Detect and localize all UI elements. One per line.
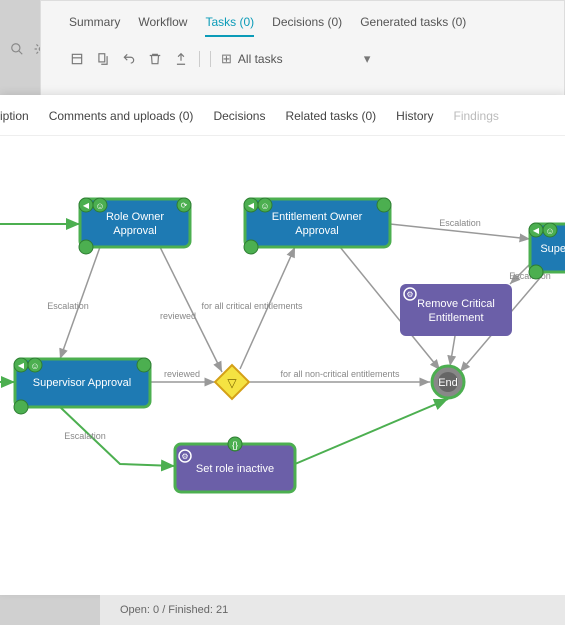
svg-text:Entitlement: Entitlement — [428, 312, 483, 324]
node-supervisor-approval[interactable]: Supervisor Approval ◀ ☺ — [14, 358, 151, 414]
label-reviewed-1: reviewed — [160, 311, 196, 321]
gateway-diamond[interactable]: ▽ — [215, 365, 249, 399]
edge-inactive-end — [295, 399, 448, 464]
background-toolbar: ⊞ All tasks ▾ — [41, 45, 564, 73]
tasks-filter-dropdown[interactable]: ⊞ All tasks ▾ — [210, 51, 370, 67]
background-tabs: Summary Workflow Tasks (0) Decisions (0)… — [41, 1, 564, 45]
label-reviewed-2: reviewed — [164, 369, 200, 379]
toolbar-separator — [199, 51, 200, 67]
svg-text:☺: ☺ — [260, 201, 269, 211]
svg-text:◀: ◀ — [83, 201, 90, 210]
node-entitlement-owner-approval[interactable]: Entitlement Owner Approval ◀ ☺ — [244, 198, 391, 254]
tab-decisions[interactable]: Decisions (0) — [272, 15, 342, 37]
label-escalation-1: Escalation — [47, 301, 89, 311]
tab-summary[interactable]: Summary — [69, 15, 120, 37]
foreground-panel: iption Comments and uploads (0) Decision… — [0, 95, 565, 595]
chevron-down-icon: ▾ — [364, 51, 371, 67]
grid-icon: ⊞ — [221, 51, 232, 67]
svg-text:◀: ◀ — [533, 226, 540, 235]
svg-text:Remove Critical: Remove Critical — [417, 298, 495, 310]
svg-text:⟳: ⟳ — [181, 201, 188, 210]
label-noncritical: for all non-critical entitlements — [280, 369, 400, 379]
svg-text:Super: Super — [540, 243, 565, 255]
node-set-role-inactive[interactable]: Set role inactive {} ⚙ — [175, 437, 295, 492]
workflow-canvas[interactable]: Escalation reviewed reviewed for all cri… — [0, 143, 565, 595]
node-remove-critical-entitlement[interactable]: Remove Critical Entitlement ⚙ — [400, 284, 512, 336]
tab-generated[interactable]: Generated tasks (0) — [360, 15, 466, 37]
svg-text:Entitlement Owner: Entitlement Owner — [272, 211, 363, 223]
svg-text:Approval: Approval — [295, 225, 338, 237]
background-window: Summary Workflow Tasks (0) Decisions (0)… — [40, 0, 565, 100]
undo-icon[interactable] — [121, 51, 137, 67]
tab-description[interactable]: iption — [0, 109, 29, 123]
panel-tabs: iption Comments and uploads (0) Decision… — [0, 95, 565, 136]
svg-text:{}: {} — [232, 440, 238, 450]
tab-comments[interactable]: Comments and uploads (0) — [49, 109, 194, 123]
tab-tasks[interactable]: Tasks (0) — [205, 15, 254, 37]
svg-text:⚙: ⚙ — [181, 452, 188, 461]
edge-remove-end — [450, 336, 455, 366]
node-end[interactable]: End — [432, 366, 464, 398]
tab-history[interactable]: History — [396, 109, 433, 123]
toolbar-icon-1[interactable] — [69, 51, 85, 67]
label-escalation-2: Escalation — [64, 431, 106, 441]
svg-text:End: End — [438, 377, 458, 389]
status-text: Open: 0 / Finished: 21 — [120, 604, 228, 616]
svg-text:⚙: ⚙ — [406, 290, 413, 299]
node-super[interactable]: Super ◀ ☺ — [529, 223, 565, 279]
svg-text:☺: ☺ — [545, 226, 554, 236]
tab-workflow[interactable]: Workflow — [138, 15, 187, 37]
tab-decisions[interactable]: Decisions — [213, 109, 265, 123]
trash-icon[interactable] — [147, 51, 163, 67]
dropdown-label: All tasks — [238, 52, 358, 66]
svg-text:▽: ▽ — [227, 376, 237, 390]
svg-text:◀: ◀ — [18, 361, 25, 370]
label-escalation-3: Escalation — [439, 218, 481, 228]
svg-text:Supervisor Approval: Supervisor Approval — [33, 377, 131, 389]
svg-text:Set role inactive: Set role inactive — [196, 463, 274, 475]
toolbar-icon-2[interactable] — [95, 51, 111, 67]
label-critical: for all critical entitlements — [201, 301, 303, 311]
export-icon[interactable] — [173, 51, 189, 67]
svg-text:Approval: Approval — [113, 225, 156, 237]
node-role-owner-approval[interactable]: Role Owner Approval ◀ ⟳ ☺ — [79, 198, 191, 254]
tab-findings[interactable]: Findings — [454, 109, 499, 123]
search-icon[interactable] — [8, 40, 26, 58]
svg-text:☺: ☺ — [30, 361, 39, 371]
svg-text:☺: ☺ — [95, 201, 104, 211]
status-footer: Open: 0 / Finished: 21 — [100, 595, 565, 625]
tab-related[interactable]: Related tasks (0) — [285, 109, 376, 123]
svg-text:Role Owner: Role Owner — [106, 211, 164, 223]
svg-text:◀: ◀ — [248, 201, 255, 210]
